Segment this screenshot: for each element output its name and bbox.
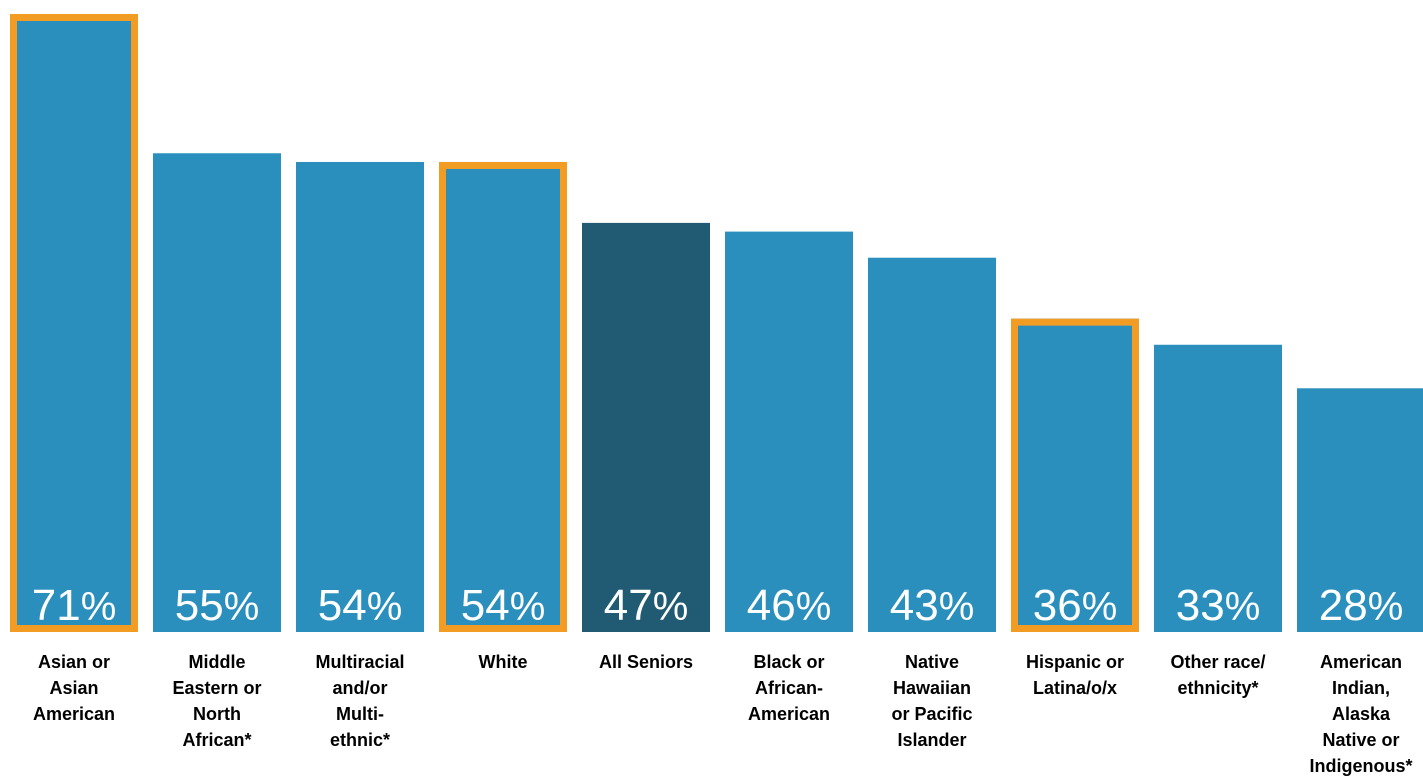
bar-all-seniors bbox=[582, 222, 710, 632]
category-label-white: White bbox=[479, 652, 528, 672]
highlight-outline-hispanic-or-latina-o-x bbox=[1011, 318, 1139, 632]
value-label-asian-or-asian-american: 71% bbox=[32, 581, 117, 630]
value-label-white: 54% bbox=[461, 581, 546, 630]
category-label-hispanic-or-latina-o-x: Hispanic or Latina/o/x bbox=[1026, 652, 1124, 698]
category-label-black-or-african-american: Black or African-American bbox=[748, 652, 830, 724]
value-label-multiracial-and-or-multi-ethnic: 54% bbox=[318, 581, 403, 630]
category-label-native-hawaiian-or-pacific-islander: Native Hawaiian or Pacific Islander bbox=[891, 652, 972, 750]
category-label-all-seniors: All Seniors bbox=[599, 652, 693, 672]
bars-layer bbox=[10, 14, 1423, 632]
value-label-middle-eastern-or-north-african: 55% bbox=[175, 581, 260, 630]
value-label-american-indian-alaska-native-or-indigenous: 28% bbox=[1319, 581, 1404, 630]
bar-black-or-african-american bbox=[725, 231, 853, 632]
category-label-american-indian-alaska-native-or-indigenous: American Indian, Alaska Native or Indigenous… bbox=[1310, 652, 1413, 776]
bar-asian-or-asian-american bbox=[10, 14, 138, 632]
bar-other-race-ethnicity bbox=[1154, 344, 1282, 632]
category-label-asian-or-asian-american: Asian or Asian American bbox=[33, 652, 115, 724]
bar-american-indian-alaska-native-or-indigenous bbox=[1297, 388, 1423, 632]
category-label-other-race-ethnicity: Other race/ethnicity* bbox=[1170, 652, 1265, 698]
value-label-black-or-african-american: 46% bbox=[747, 581, 832, 630]
bar-middle-eastern-or-north-african bbox=[153, 153, 281, 632]
value-labels-layer: 71% 55% 54% 54% 47% 46% 43% 36% 33% 28% bbox=[32, 581, 1404, 630]
value-label-hispanic-or-latina-o-x: 36% bbox=[1033, 581, 1118, 630]
highlight-outline-asian-or-asian-american bbox=[10, 14, 138, 632]
value-label-other-race-ethnicity: 33% bbox=[1176, 581, 1261, 630]
highlight-outline-white bbox=[439, 161, 567, 632]
bar-hispanic-or-latina-o-x bbox=[1011, 318, 1139, 632]
value-label-all-seniors: 47% bbox=[604, 581, 689, 630]
category-labels-layer: Asian or Asian American Middle Eastern or Nor… bbox=[33, 652, 1413, 776]
value-label-native-hawaiian-or-pacific-islander: 43% bbox=[890, 581, 975, 630]
bar-multiracial-and-or-multi-ethnic bbox=[296, 161, 424, 632]
category-label-middle-eastern-or-north-african: Middle Eastern or North African* bbox=[172, 652, 261, 750]
category-label-multiracial-and-or-multi-ethnic: Multiracial and/or Multi-ethnic* bbox=[315, 652, 404, 750]
bar-white bbox=[439, 161, 567, 632]
bar-native-hawaiian-or-pacific-islander bbox=[868, 257, 996, 632]
